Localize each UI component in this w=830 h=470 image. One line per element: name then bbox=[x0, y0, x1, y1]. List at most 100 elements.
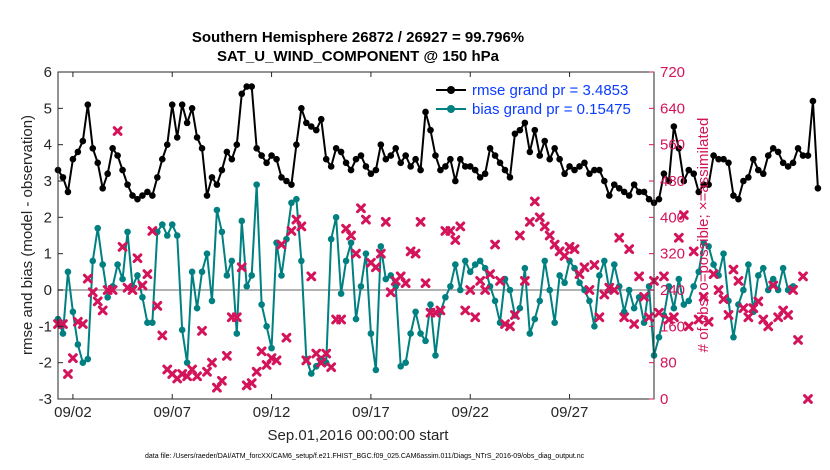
data-point bbox=[228, 257, 236, 265]
data-point bbox=[655, 195, 663, 203]
obs-point bbox=[559, 251, 570, 261]
legend-rmse-label: rmse grand pr = 3.4853 bbox=[472, 82, 628, 99]
obs-point bbox=[495, 276, 505, 286]
obs-point bbox=[455, 221, 466, 232]
data-point bbox=[109, 145, 116, 152]
obs-point bbox=[733, 276, 744, 286]
data-point bbox=[382, 275, 390, 283]
data-point bbox=[769, 145, 777, 152]
y-right-tick-label: 0 bbox=[660, 391, 668, 408]
data-point bbox=[372, 166, 380, 174]
data-point bbox=[531, 315, 539, 323]
data-point bbox=[521, 119, 529, 127]
data-point bbox=[705, 181, 712, 188]
data-point bbox=[769, 275, 777, 283]
data-point bbox=[104, 293, 111, 301]
data-point bbox=[382, 155, 390, 163]
obs-point bbox=[634, 271, 644, 282]
data-point bbox=[481, 170, 489, 178]
data-point bbox=[452, 261, 459, 268]
data-point bbox=[268, 344, 275, 352]
data-point bbox=[546, 155, 553, 163]
data-point bbox=[710, 152, 717, 159]
data-point bbox=[149, 319, 156, 327]
obs-point bbox=[644, 312, 654, 323]
obs-point bbox=[286, 226, 297, 236]
data-point bbox=[298, 257, 305, 265]
obs-point bbox=[614, 232, 625, 243]
obs-point bbox=[668, 312, 679, 323]
data-point bbox=[576, 279, 583, 287]
data-point bbox=[640, 188, 648, 196]
data-point bbox=[496, 159, 504, 167]
y-right-tick-label: 720 bbox=[660, 64, 685, 81]
data-point bbox=[779, 264, 787, 272]
y-tick-label: -3 bbox=[39, 391, 52, 408]
data-point bbox=[501, 166, 509, 174]
data-point bbox=[725, 159, 732, 167]
data-point bbox=[779, 159, 787, 167]
data-point bbox=[134, 272, 141, 279]
data-point bbox=[183, 119, 191, 127]
data-point bbox=[665, 283, 673, 290]
data-point bbox=[432, 152, 439, 159]
data-point bbox=[208, 174, 216, 181]
data-point bbox=[586, 297, 593, 305]
legend: rmse grand pr = 3.4853 bias grand pr = 0… bbox=[436, 82, 631, 118]
data-point bbox=[367, 330, 375, 337]
data-point bbox=[233, 141, 241, 148]
data-point bbox=[457, 155, 464, 163]
data-point bbox=[89, 257, 97, 265]
data-point bbox=[695, 268, 702, 276]
data-point bbox=[357, 283, 365, 290]
data-point bbox=[452, 177, 459, 185]
data-point bbox=[571, 166, 578, 174]
obs-point bbox=[763, 321, 774, 332]
data-point bbox=[476, 174, 484, 181]
data-point bbox=[471, 166, 479, 174]
data-point bbox=[243, 83, 251, 90]
data-point bbox=[79, 359, 87, 366]
data-point bbox=[253, 181, 260, 188]
data-point bbox=[705, 243, 712, 250]
data-point bbox=[89, 145, 97, 152]
data-point bbox=[645, 195, 653, 203]
data-point bbox=[755, 272, 762, 279]
data-point bbox=[730, 333, 737, 341]
y-tick-label: -2 bbox=[39, 355, 52, 372]
obs-point bbox=[202, 366, 212, 377]
obs-point bbox=[68, 353, 78, 364]
data-point bbox=[283, 177, 290, 185]
data-point bbox=[397, 363, 405, 370]
obs-point bbox=[524, 216, 535, 227]
data-point bbox=[203, 250, 211, 257]
obs-point bbox=[460, 305, 471, 316]
data-point bbox=[168, 101, 176, 108]
obs-point bbox=[217, 375, 227, 386]
data-point bbox=[655, 333, 663, 341]
data-point bbox=[223, 148, 231, 156]
data-point bbox=[551, 145, 558, 152]
data-point bbox=[794, 145, 802, 152]
data-point bbox=[188, 268, 196, 276]
data-point bbox=[576, 163, 583, 170]
data-point bbox=[541, 137, 549, 145]
data-point bbox=[372, 366, 380, 374]
data-point bbox=[581, 159, 588, 167]
data-point bbox=[591, 323, 598, 330]
obs-point bbox=[127, 285, 138, 295]
obs-point bbox=[753, 296, 764, 307]
obs-point bbox=[698, 291, 709, 302]
data-point bbox=[635, 188, 643, 196]
data-point bbox=[402, 152, 409, 159]
data-point bbox=[168, 221, 176, 228]
data-point bbox=[620, 188, 628, 196]
data-point bbox=[139, 192, 146, 199]
data-point bbox=[79, 137, 87, 145]
data-point bbox=[198, 145, 206, 152]
data-point bbox=[129, 192, 136, 199]
data-point bbox=[720, 155, 727, 163]
data-point bbox=[476, 257, 484, 265]
data-point bbox=[84, 355, 92, 363]
data-point bbox=[218, 228, 226, 236]
